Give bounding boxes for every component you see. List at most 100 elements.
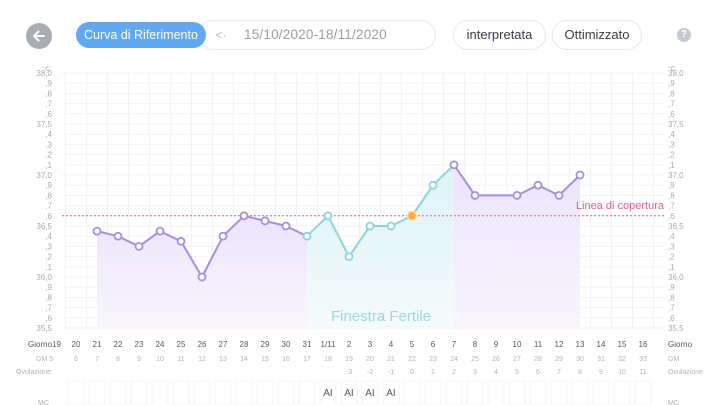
optimized-button[interactable]: Ottimizzato	[552, 20, 642, 50]
mark-cell[interactable]	[487, 380, 505, 405]
mark-cell[interactable]	[340, 380, 358, 405]
mark-cell[interactable]	[382, 380, 400, 405]
mark-cell[interactable]	[172, 380, 190, 405]
x-day-label[interactable]: 11	[534, 340, 543, 349]
help-icon[interactable]: ?	[677, 28, 691, 42]
y-axis-left: °C38,0,9,8,7,637,5,4,3,2,137,0,9,8,7,636…	[36, 65, 52, 333]
mark-cell[interactable]	[571, 380, 589, 405]
temperature-point[interactable]	[176, 236, 186, 246]
temperature-point[interactable]	[113, 231, 123, 241]
x-cycle-day: 8	[116, 356, 120, 363]
temperature-point[interactable]	[323, 211, 333, 221]
x-day-label[interactable]: 16	[639, 340, 648, 349]
temperature-point[interactable]	[260, 216, 270, 226]
temperature-point[interactable]	[365, 221, 375, 231]
mark-cell[interactable]	[130, 380, 148, 405]
x-day-label[interactable]: 5	[410, 340, 415, 349]
x-day-label[interactable]: 6	[431, 340, 436, 349]
mark-cell[interactable]	[298, 380, 316, 405]
temperature-point[interactable]	[92, 226, 102, 236]
row-label-day-right: Giorno	[668, 340, 693, 349]
mark-cell[interactable]	[151, 380, 169, 405]
mark-cell[interactable]	[256, 380, 274, 405]
y-tick-left: ,8	[45, 191, 52, 200]
x-day-label[interactable]: 2	[347, 340, 352, 349]
mark-cell[interactable]	[319, 380, 337, 405]
mark-cell[interactable]	[592, 380, 610, 405]
y-tick-left: ,9	[45, 181, 52, 190]
x-day-label[interactable]: 13	[576, 340, 585, 349]
mark-cell[interactable]	[403, 380, 421, 405]
mark-cell[interactable]	[361, 380, 379, 405]
x-day-label[interactable]: 25	[177, 340, 186, 349]
temperature-point[interactable]	[470, 190, 480, 200]
mark-cell[interactable]	[214, 380, 232, 405]
x-cycle-day: 17	[303, 356, 311, 363]
x-day-label[interactable]: 29	[261, 340, 270, 349]
temperature-point[interactable]	[575, 170, 585, 180]
temperature-point[interactable]	[554, 190, 564, 200]
temperature-point[interactable]	[134, 241, 144, 251]
x-day-label[interactable]: 30	[282, 340, 291, 349]
x-day-label[interactable]: 12	[555, 340, 564, 349]
x-cycle-day: 22	[408, 356, 416, 363]
x-day-label[interactable]: 10	[513, 340, 522, 349]
x-day-label[interactable]: 9	[494, 340, 499, 349]
temperature-point[interactable]	[197, 272, 207, 282]
x-day-label[interactable]: 28	[240, 340, 249, 349]
x-day-label[interactable]: 27	[219, 340, 228, 349]
x-day-label[interactable]: 14	[597, 340, 606, 349]
temperature-point[interactable]	[239, 211, 249, 221]
x-day-label[interactable]: 22	[114, 340, 123, 349]
mark-cell[interactable]	[193, 380, 211, 405]
y-tick-right: ,8	[668, 293, 675, 302]
back-button[interactable]	[26, 23, 52, 49]
row-label-cycle-right: GM	[668, 356, 679, 363]
mark-cell[interactable]	[466, 380, 484, 405]
ovulation-marker[interactable]	[406, 210, 418, 222]
mark-cell[interactable]	[613, 380, 631, 405]
mark-cell[interactable]	[109, 380, 127, 405]
mark-cell[interactable]	[634, 380, 652, 405]
x-day-label[interactable]: 23	[135, 340, 144, 349]
temperature-point[interactable]	[302, 231, 312, 241]
temperature-point[interactable]	[155, 226, 165, 236]
x-day-label[interactable]: 20	[72, 340, 81, 349]
x-day-label[interactable]: 31	[303, 340, 312, 349]
mark-cell[interactable]	[445, 380, 463, 405]
temperature-point[interactable]	[428, 180, 438, 190]
temperature-point[interactable]	[449, 160, 459, 170]
y-tick-right: ,4	[668, 130, 675, 139]
x-day-label[interactable]: 21	[93, 340, 102, 349]
top-toolbar: Curva di Riferimento <· 15/10/2020-18/11…	[0, 0, 720, 62]
x-day-label[interactable]: 7	[452, 340, 457, 349]
mark-cell[interactable]	[424, 380, 442, 405]
x-day-label[interactable]: 3	[368, 340, 373, 349]
x-cycle-day: 19	[345, 356, 353, 363]
x-day-label[interactable]: 26	[198, 340, 207, 349]
mark-cell[interactable]	[550, 380, 568, 405]
temperature-point[interactable]	[344, 252, 354, 262]
temperature-point[interactable]	[533, 180, 543, 190]
mark-cell[interactable]	[277, 380, 295, 405]
temperature-point[interactable]	[281, 221, 291, 231]
x-day-label[interactable]: 8	[473, 340, 478, 349]
x-day-label[interactable]: 15	[618, 340, 627, 349]
temperature-point[interactable]	[218, 231, 228, 241]
x-day-label[interactable]: 1/11	[321, 340, 337, 349]
date-prev-button[interactable]: <·	[212, 27, 230, 43]
temperature-point[interactable]	[386, 221, 396, 231]
y-tick-right: ,1	[668, 263, 675, 272]
y-tick-left: ,3	[45, 242, 52, 251]
mark-cell[interactable]	[67, 380, 85, 405]
x-day-label[interactable]: 4	[389, 340, 394, 349]
mark-cell[interactable]	[235, 380, 253, 405]
temperature-point[interactable]	[512, 190, 522, 200]
mark-cell[interactable]	[529, 380, 547, 405]
x-day-label[interactable]: 24	[156, 340, 165, 349]
mark-cell[interactable]	[88, 380, 106, 405]
interpreted-button[interactable]: interpretata	[453, 20, 546, 50]
mark-cell[interactable]	[508, 380, 526, 405]
ai-mark: AI	[386, 388, 395, 399]
reference-curve-button[interactable]: Curva di Riferimento	[76, 22, 206, 48]
